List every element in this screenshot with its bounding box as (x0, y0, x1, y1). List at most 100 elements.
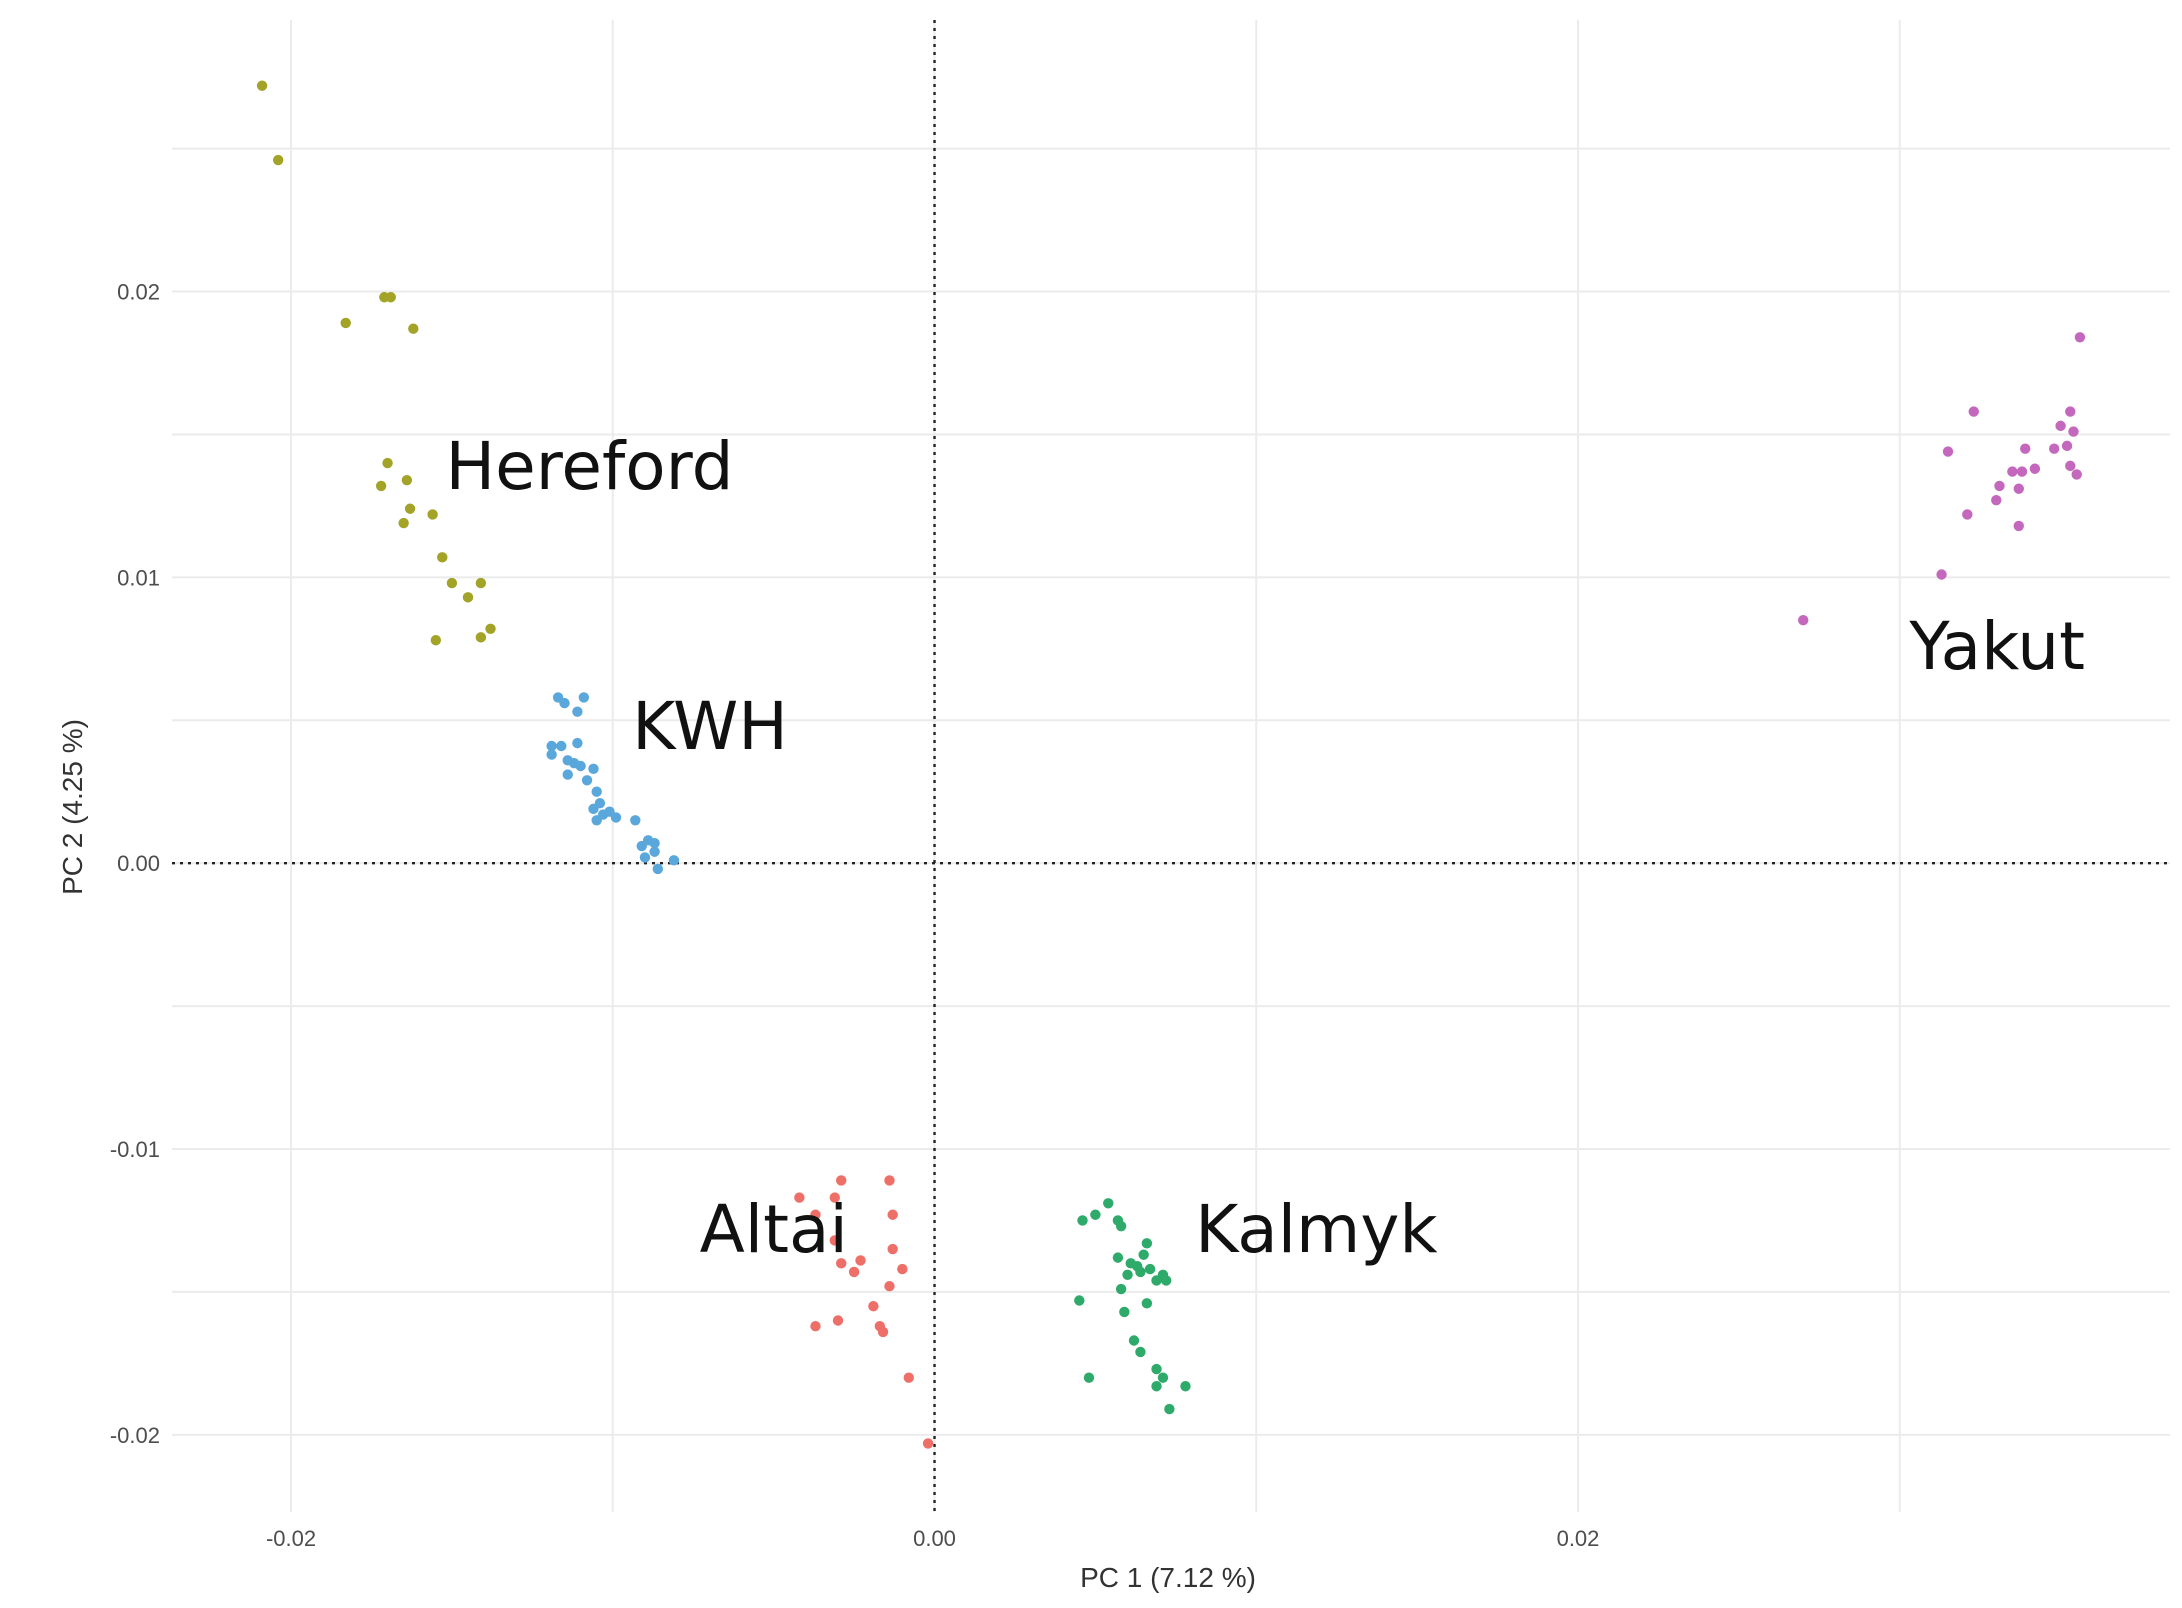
x-tick-label: -0.02 (266, 1526, 316, 1551)
hereford-point (475, 577, 487, 589)
hereford-point (437, 552, 448, 563)
kwh-point (649, 846, 660, 857)
hereford-point (427, 509, 438, 520)
kalmyk-point (1151, 1363, 1162, 1375)
y-tick-label: -0.02 (110, 1423, 160, 1448)
altai-point (794, 1192, 805, 1203)
x-tick-label: 0.02 (1557, 1526, 1600, 1551)
kalmyk-point (1128, 1335, 1140, 1346)
kwh-point (562, 769, 573, 780)
yakut-point (1994, 480, 2005, 492)
kalmyk-point (1074, 1295, 1085, 1306)
series-kwh (546, 692, 680, 875)
y-tick-label: 0.00 (117, 851, 160, 876)
hereford-point (446, 577, 458, 589)
yakut-point (1991, 494, 2002, 506)
reference-lines (172, 20, 2170, 1512)
kwh-point (575, 760, 586, 772)
kalmyk-point (1151, 1275, 1162, 1286)
kalmyk-point (1164, 1403, 1175, 1415)
altai-point (903, 1372, 914, 1383)
kalmyk-label: Kalmyk (1195, 1191, 1438, 1268)
yakut-point (2055, 420, 2066, 432)
kalmyk-point (1122, 1269, 1133, 1280)
altai-point (884, 1280, 895, 1292)
altai-label: Altai (700, 1191, 848, 1268)
kalmyk-point (1151, 1381, 1162, 1392)
altai-point (922, 1438, 934, 1449)
altai-point (810, 1321, 821, 1332)
kalmyk-point (1083, 1372, 1095, 1383)
altai-point (887, 1209, 898, 1220)
kalmyk-point (1141, 1298, 1153, 1309)
hereford-point (382, 457, 393, 469)
altai-point (832, 1315, 844, 1326)
altai-point (829, 1192, 840, 1203)
hereford-point (475, 632, 487, 643)
kalmyk-point (1115, 1283, 1127, 1295)
hereford-point (401, 474, 413, 486)
kalmyk-point (1135, 1346, 1146, 1358)
kalmyk-point (1077, 1215, 1088, 1226)
altai-point (884, 1175, 895, 1186)
altai-point (810, 1209, 821, 1220)
kalmyk-point (1115, 1220, 1127, 1232)
yakut-point (2029, 463, 2041, 474)
yakut-point (2016, 466, 2028, 477)
kwh-point (588, 763, 599, 775)
kalmyk-point (1144, 1263, 1156, 1275)
hereford-point (462, 592, 474, 603)
y-axis-title: PC 2 (4.25 %) (57, 719, 88, 895)
kalmyk-point (1141, 1238, 1153, 1249)
series-altai (794, 1175, 934, 1449)
kalmyk-point (1157, 1372, 1169, 1383)
kwh-label: KWH (632, 688, 788, 765)
altai-point (855, 1255, 866, 1266)
hereford-point (485, 623, 496, 635)
kwh-point (546, 740, 557, 752)
yakut-label: Yakut (1908, 608, 2085, 685)
series-kalmyk (1074, 1198, 1191, 1415)
kwh-point (630, 815, 641, 826)
yakut-point (1798, 615, 1809, 626)
kwh-point (610, 812, 622, 823)
x-axis-tick-labels: -0.02 0.00 0.02 (266, 1526, 1599, 1551)
hereford-point (404, 503, 416, 514)
yakut-point (2013, 520, 2024, 532)
kwh-point (588, 803, 599, 815)
yakut-point (2007, 466, 2018, 477)
kwh-point (591, 815, 602, 826)
kwh-point (556, 740, 567, 752)
kalmyk-point (1180, 1381, 1191, 1392)
data-points (256, 80, 2086, 1449)
altai-point (829, 1235, 840, 1246)
x-tick-label: 0.00 (913, 1526, 956, 1551)
yakut-point (2068, 426, 2079, 437)
yakut-point (2061, 440, 2073, 452)
altai-point (897, 1263, 908, 1275)
y-tick-label: -0.01 (110, 1137, 160, 1162)
kwh-point (572, 706, 583, 717)
hereford-point (430, 635, 442, 646)
group-labels: Hereford KWH Altai Kalmyk Yakut (445, 428, 2084, 1268)
kalmyk-point (1090, 1209, 1101, 1220)
hereford-point (398, 517, 409, 529)
hereford-point (385, 292, 396, 303)
x-axis-title: PC 1 (7.12 %) (1080, 1562, 1256, 1593)
kalmyk-point (1103, 1198, 1114, 1209)
kwh-point (639, 852, 651, 863)
altai-point (848, 1266, 860, 1278)
y-tick-label: 0.01 (117, 565, 160, 590)
altai-point (836, 1175, 847, 1186)
yakut-point (2065, 406, 2076, 417)
grid-lines (172, 20, 2170, 1512)
hereford-point (272, 154, 284, 166)
yakut-point (1942, 446, 1954, 457)
kwh-point (578, 692, 590, 703)
yakut-point (2020, 443, 2031, 454)
kwh-point (652, 863, 664, 875)
yakut-point (1968, 406, 1979, 417)
series-yakut (1798, 332, 2086, 626)
